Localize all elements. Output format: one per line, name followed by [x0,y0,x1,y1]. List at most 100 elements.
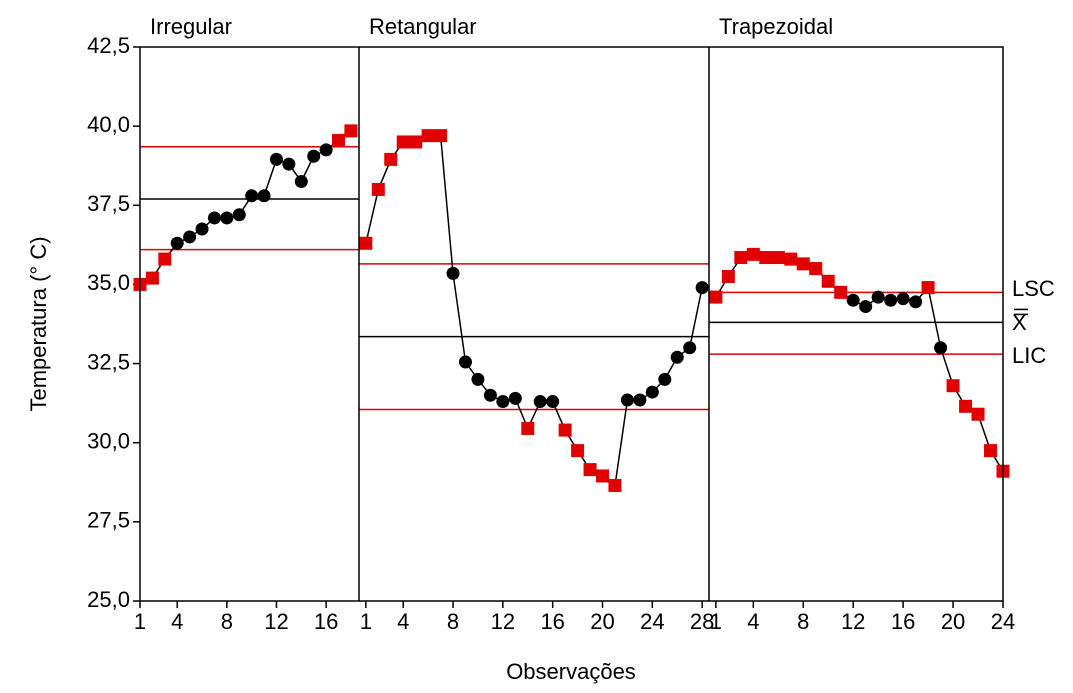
x-tick-label: 28 [690,609,714,634]
x-tick-label: 4 [747,609,759,634]
point [371,182,385,196]
x-tick-label: 16 [540,609,564,634]
point [446,266,460,280]
y-tick-label: 30,0 [87,429,130,454]
point [971,407,985,421]
panel-title: Irregular [150,14,232,39]
point [307,149,321,163]
point [658,372,672,386]
point [796,257,810,271]
point [434,129,448,143]
point [746,247,760,261]
x-tick-label: 1 [710,609,722,634]
x-tick-label: 16 [314,609,338,634]
point [558,423,572,437]
x-tick-label: 12 [841,609,865,634]
y-tick-label: 27,5 [87,508,130,533]
point [232,208,246,222]
y-tick-label: 35,0 [87,270,130,295]
point [896,292,910,306]
point [533,395,547,409]
point [332,133,346,147]
point [359,236,373,250]
point [195,222,209,236]
point [257,189,271,203]
point [784,252,798,266]
y-tick-label: 42,5 [87,33,130,58]
point [571,444,585,458]
point [496,395,510,409]
point [183,230,197,244]
point [145,271,159,285]
point [695,281,709,295]
x-tick-label: 20 [590,609,614,634]
point [508,391,522,405]
point [158,252,172,266]
point [709,290,723,304]
panel-title: Retangular [369,14,477,39]
x-tick-label: 24 [640,609,664,634]
y-tick-label: 40,0 [87,112,130,137]
point [959,399,973,413]
point [909,295,923,309]
point [846,293,860,307]
x-axis-label: Observações [506,659,636,684]
point [809,262,823,276]
point [396,135,410,149]
point [282,157,296,171]
point [633,393,647,407]
x-tick-label: 20 [941,609,965,634]
point [934,341,948,355]
point [759,251,773,265]
point [721,270,735,284]
point [645,385,659,399]
point [683,341,697,355]
x-tick-label: 24 [991,609,1015,634]
point [220,211,234,225]
x-tick-label: 4 [397,609,409,634]
x-tick-label: 8 [797,609,809,634]
x-tick-label: 8 [447,609,459,634]
point [884,293,898,307]
point [771,251,785,265]
point [546,395,560,409]
x-tick-label: 12 [491,609,515,634]
point [608,478,622,492]
point [946,379,960,393]
x-tick-label: 1 [360,609,372,634]
point [834,285,848,299]
point [170,236,184,250]
point [483,388,497,402]
panel-title: Trapezoidal [719,14,833,39]
point [984,444,998,458]
point [245,189,259,203]
point [871,290,885,304]
point [670,350,684,364]
point [921,281,935,295]
point [583,463,597,477]
plot-frame [139,46,1004,602]
point [859,300,873,314]
point [734,251,748,265]
center-label: X [1012,310,1027,335]
x-tick-label: 8 [221,609,233,634]
point [384,152,398,166]
data-line [715,253,1004,472]
point [319,143,333,157]
point [344,124,358,138]
ucl-label: LSC [1012,276,1055,301]
point [596,469,610,483]
x-tick-label: 1 [134,609,146,634]
x-tick-label: 4 [171,609,183,634]
y-tick-label: 32,5 [87,349,130,374]
point [458,355,472,369]
point [620,393,634,407]
y-axis-label: Temperatura (° C) [26,236,51,411]
point [207,211,221,225]
point [409,135,423,149]
x-tick-label: 12 [264,609,288,634]
y-tick-label: 25,0 [87,587,130,612]
point [269,152,283,166]
y-tick-label: 37,5 [87,191,130,216]
